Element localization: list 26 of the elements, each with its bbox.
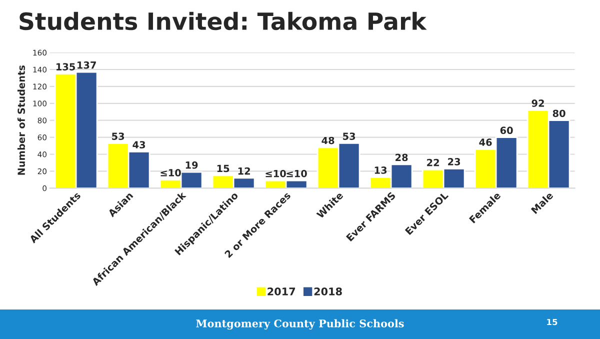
y-axis-title: Number of Students	[17, 65, 25, 175]
data-label: ≤10	[266, 170, 286, 178]
data-label: 19	[186, 161, 198, 169]
data-label: 53	[343, 132, 356, 140]
data-label: 80	[552, 110, 566, 118]
data-label: 46	[479, 138, 492, 146]
data-label: ≤10	[286, 170, 307, 178]
data-label: 48	[322, 136, 334, 144]
text: Montgomery County Public Schools	[196, 319, 404, 330]
data-label: 53	[112, 132, 124, 140]
data-label: 13	[374, 166, 387, 174]
data-label: 43	[132, 141, 146, 148]
data-label: ≤10	[160, 169, 181, 176]
legend-label: 2018	[314, 288, 342, 296]
data-label: 137	[78, 61, 96, 69]
data-label: 92	[532, 100, 544, 107]
data-label: 22	[427, 158, 439, 166]
data-label: 23	[448, 158, 460, 166]
data-label: 60	[500, 126, 513, 134]
data-label: 135	[56, 63, 76, 70]
data-label: 15	[217, 164, 230, 172]
legend-label: 2017	[268, 288, 296, 296]
data-label: 12	[238, 167, 250, 175]
data-label: 28	[396, 154, 408, 162]
chart-title: Students Invited: Takoma Park	[20, 12, 427, 30]
text: 15	[547, 318, 558, 326]
